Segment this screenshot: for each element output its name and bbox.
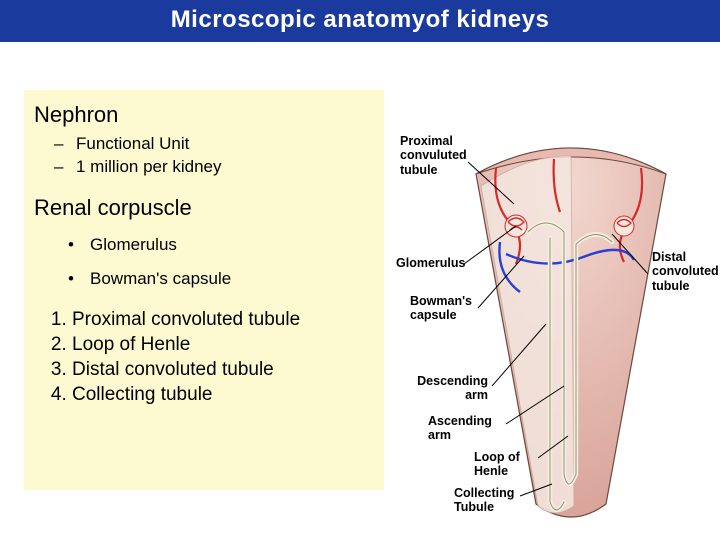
label-pct: Proximal convuluted tubule [400,134,467,177]
list-item: Functional Unit [76,134,378,154]
list-item: Collecting tubule [72,384,378,406]
list-item: Bowman's capsule [90,269,378,289]
label-desc: Descending arm [410,374,488,403]
label-bowman: Bowman's capsule [410,294,472,323]
label-collect: Collecting Tubule [454,486,514,515]
list-item: Proximal convoluted tubule [72,309,378,331]
list-item: Glomerulus [90,235,378,255]
renal-corpuscle-heading: Renal corpuscle [34,195,378,221]
list-item: Distal convoluted tubule [72,359,378,381]
nephron-heading: Nephron [34,102,378,128]
label-asc: Ascending arm [428,414,492,443]
tubules-list: Proximal convoluted tubule Loop of Henle… [30,309,378,406]
nephron-list: Functional Unit 1 million per kidney [30,134,378,177]
page-title: Microscopic anatomyof kidneys [0,0,720,42]
label-loop: Loop of Henle [474,450,520,479]
renal-corpuscle-list: Glomerulus Bowman's capsule [30,235,378,289]
list-item: Loop of Henle [72,334,378,356]
text-panel: Nephron Functional Unit 1 million per ki… [24,90,384,490]
label-dct: Distal convoluted tubule [652,250,719,293]
nephron-diagram: Proximal convuluted tubule Glomerulus Bo… [396,64,720,540]
list-item: 1 million per kidney [76,157,378,177]
label-glomerulus: Glomerulus [396,256,465,270]
